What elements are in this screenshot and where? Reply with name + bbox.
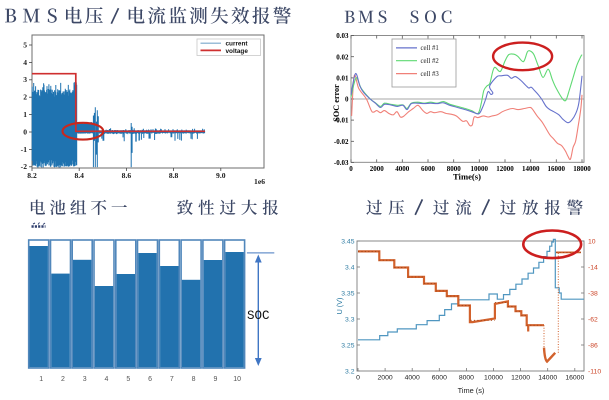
svg-text:3: 3: [23, 75, 27, 84]
svg-text:4: 4: [23, 58, 27, 67]
svg-text:14000: 14000: [538, 375, 557, 382]
svg-text:3.25: 3.25: [341, 342, 354, 349]
svg-text:6: 6: [148, 376, 152, 383]
svg-text:SOC error: SOC error: [332, 84, 341, 122]
svg-text:-14: -14: [588, 264, 598, 271]
svg-text:cell #3: cell #3: [421, 71, 440, 78]
svg-text:12000: 12000: [511, 375, 530, 382]
svg-text:SOC: SOC: [247, 309, 270, 323]
svg-text:3: 3: [83, 376, 87, 383]
svg-text:0: 0: [356, 375, 360, 382]
svg-text:10: 10: [233, 376, 241, 383]
svg-text:12000: 12000: [496, 165, 514, 173]
svg-text:1: 1: [39, 376, 43, 383]
svg-text:4000: 4000: [405, 375, 420, 382]
svg-text:1: 1: [23, 110, 27, 119]
svg-text:2: 2: [61, 376, 65, 383]
svg-text:8000: 8000: [447, 165, 462, 173]
svg-text:U (V): U (V): [335, 298, 344, 315]
svg-text:4: 4: [105, 376, 109, 383]
svg-text:0: 0: [349, 165, 353, 173]
svg-text:18000: 18000: [573, 165, 591, 173]
svg-text:6000: 6000: [421, 165, 436, 173]
svg-text:2: 2: [23, 93, 27, 102]
svg-text:0.03: 0.03: [336, 32, 349, 40]
svg-text:cell #2: cell #2: [421, 58, 440, 65]
svg-text:3.3: 3.3: [345, 316, 355, 323]
svg-text:-38: -38: [588, 290, 598, 297]
svg-text:3.35: 3.35: [341, 290, 354, 297]
svg-text:8: 8: [192, 376, 196, 383]
svg-text:current: current: [226, 41, 249, 48]
svg-text:-86: -86: [588, 342, 598, 349]
svg-text:16000: 16000: [565, 375, 584, 382]
svg-text:16000: 16000: [548, 165, 566, 173]
svg-text:14000: 14000: [522, 165, 540, 173]
svg-text:8000: 8000: [459, 375, 474, 382]
svg-text:-0.02: -0.02: [334, 138, 349, 146]
svg-text:0.01: 0.01: [336, 75, 349, 83]
svg-text:8.4: 8.4: [74, 171, 84, 180]
svg-text:9: 9: [213, 376, 217, 383]
svg-text:-1: -1: [21, 145, 28, 154]
svg-text:-0.01: -0.01: [334, 117, 349, 125]
svg-text:-62: -62: [588, 316, 598, 323]
svg-text:-110: -110: [588, 368, 601, 375]
svg-text:3.45: 3.45: [341, 238, 354, 245]
svg-text:-2: -2: [21, 162, 28, 171]
svg-text:0: 0: [23, 127, 27, 136]
svg-text:2000: 2000: [378, 375, 393, 382]
svg-text:0: 0: [345, 96, 349, 104]
svg-text:2000: 2000: [370, 165, 385, 173]
svg-text:10: 10: [588, 238, 596, 245]
svg-text:3.4: 3.4: [345, 264, 355, 271]
svg-text:-0.03: -0.03: [334, 159, 349, 167]
svg-text:Time(s): Time(s): [453, 172, 481, 182]
svg-text:9.0: 9.0: [216, 171, 226, 180]
svg-text:5: 5: [23, 40, 27, 49]
svg-text:Time (s): Time (s): [458, 386, 485, 395]
svg-text:3.2: 3.2: [345, 368, 355, 375]
svg-text:8.6: 8.6: [122, 171, 132, 180]
svg-text:10000: 10000: [484, 375, 503, 382]
svg-text:5: 5: [126, 376, 130, 383]
svg-text:8.2: 8.2: [27, 171, 37, 180]
svg-text:6000: 6000: [432, 375, 447, 382]
svg-text:8.8: 8.8: [169, 171, 179, 180]
svg-text:4000: 4000: [395, 165, 410, 173]
svg-text:cell #1: cell #1: [421, 45, 439, 52]
svg-text:1e6: 1e6: [254, 177, 265, 186]
svg-text:voltage: voltage: [226, 48, 249, 55]
svg-text:10000: 10000: [471, 165, 489, 173]
svg-text:7: 7: [170, 376, 174, 383]
svg-text:0.02: 0.02: [336, 53, 349, 61]
